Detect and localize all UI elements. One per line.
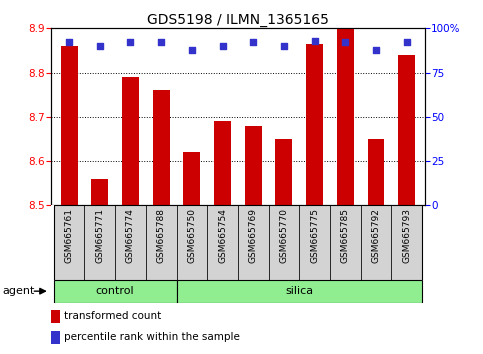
Text: GSM665774: GSM665774 <box>126 208 135 263</box>
Bar <box>146 205 176 280</box>
Bar <box>122 77 139 205</box>
Point <box>372 47 380 52</box>
Bar <box>214 121 231 205</box>
Text: GSM665793: GSM665793 <box>402 208 411 263</box>
Title: GDS5198 / ILMN_1365165: GDS5198 / ILMN_1365165 <box>147 13 329 27</box>
Text: GSM665785: GSM665785 <box>341 208 350 263</box>
Text: GSM665754: GSM665754 <box>218 208 227 263</box>
Bar <box>51 310 60 323</box>
Point <box>188 47 196 52</box>
Bar <box>54 280 176 303</box>
Bar <box>306 44 323 205</box>
Point <box>157 40 165 45</box>
Text: GSM665761: GSM665761 <box>65 208 73 263</box>
Bar <box>51 205 54 280</box>
Text: transformed count: transformed count <box>64 312 161 321</box>
Bar <box>54 205 85 280</box>
Point <box>311 38 318 44</box>
Point <box>341 40 349 45</box>
Bar <box>85 205 115 280</box>
Point <box>65 40 73 45</box>
Point <box>127 40 134 45</box>
Text: silica: silica <box>285 286 313 296</box>
Bar <box>115 205 146 280</box>
Bar <box>330 205 361 280</box>
Bar <box>398 55 415 205</box>
Text: GSM665769: GSM665769 <box>249 208 258 263</box>
Text: GSM665775: GSM665775 <box>310 208 319 263</box>
Bar <box>361 205 391 280</box>
Bar <box>207 205 238 280</box>
Bar <box>391 205 422 280</box>
Bar <box>51 331 60 343</box>
Text: GSM665770: GSM665770 <box>279 208 288 263</box>
Text: GSM665771: GSM665771 <box>95 208 104 263</box>
Text: control: control <box>96 286 134 296</box>
Text: GSM665750: GSM665750 <box>187 208 197 263</box>
Bar <box>368 139 384 205</box>
Bar <box>176 280 422 303</box>
Point <box>249 40 257 45</box>
Bar <box>61 46 78 205</box>
Bar <box>176 205 207 280</box>
Text: GSM665792: GSM665792 <box>371 208 381 263</box>
Bar <box>337 28 354 205</box>
Text: GSM665788: GSM665788 <box>156 208 166 263</box>
Text: agent: agent <box>2 286 35 296</box>
Bar <box>153 90 170 205</box>
Point <box>219 43 227 49</box>
Point <box>96 43 104 49</box>
Bar <box>269 205 299 280</box>
Point <box>403 40 411 45</box>
Bar <box>184 152 200 205</box>
Bar <box>299 205 330 280</box>
Bar <box>245 126 262 205</box>
Bar <box>275 139 292 205</box>
Text: percentile rank within the sample: percentile rank within the sample <box>64 332 240 342</box>
Bar <box>238 205 269 280</box>
Point <box>280 43 288 49</box>
Bar <box>91 179 108 205</box>
